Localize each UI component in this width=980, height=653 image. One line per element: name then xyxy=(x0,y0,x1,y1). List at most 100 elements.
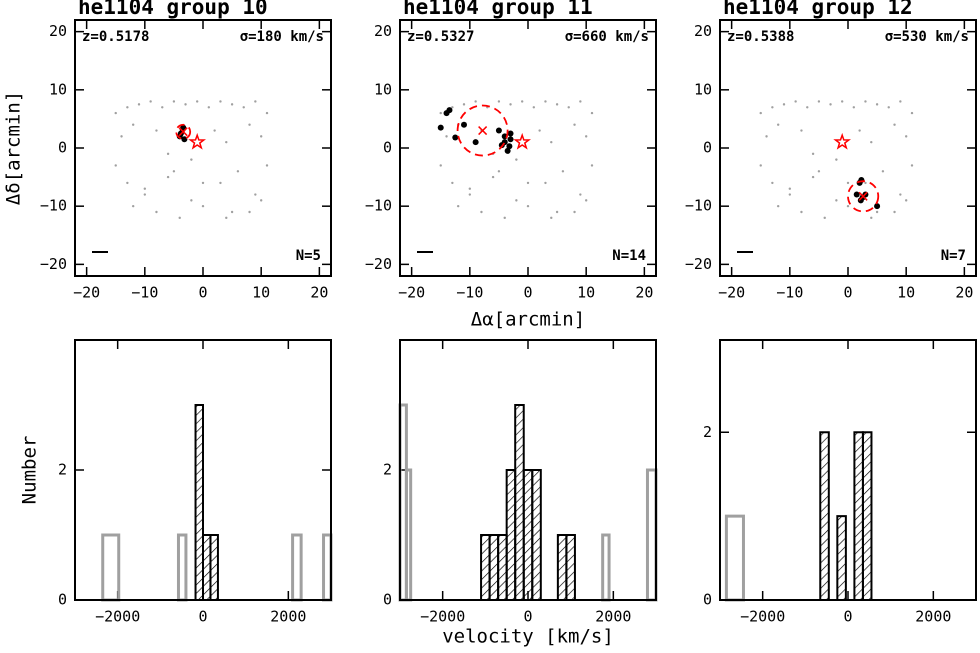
field-point xyxy=(875,103,879,106)
x-tick-label: −2000 xyxy=(740,608,785,626)
field-point xyxy=(114,164,117,167)
x-tick-label: −2000 xyxy=(95,608,140,626)
field-point xyxy=(561,170,565,173)
field-point xyxy=(806,106,809,109)
field-point xyxy=(875,210,879,214)
field-point xyxy=(515,158,518,161)
field-point xyxy=(439,164,442,167)
field-point xyxy=(456,204,460,208)
field-point xyxy=(893,123,896,126)
dispersion-label: σ=180 km/s xyxy=(240,29,324,45)
member-bar xyxy=(194,404,205,601)
count-label: N=14 xyxy=(612,248,646,264)
field-point xyxy=(225,140,228,144)
field-point xyxy=(567,106,570,109)
group-center xyxy=(178,127,188,137)
field-point xyxy=(155,129,158,132)
field-point xyxy=(573,210,576,214)
field-bar xyxy=(101,533,121,602)
x-tick-label: 0 xyxy=(523,284,532,302)
field-point xyxy=(184,103,187,106)
plot-frame xyxy=(399,339,657,601)
field-point xyxy=(219,181,222,185)
y-tick-label: −20 xyxy=(40,255,67,273)
field-point xyxy=(526,204,530,208)
field-point xyxy=(887,106,890,109)
field-point xyxy=(248,123,251,126)
field-point xyxy=(590,164,594,167)
field-bar xyxy=(322,533,333,602)
member-point xyxy=(507,130,514,137)
member-point xyxy=(504,147,511,154)
y-axis-label: Δδ[arcmin] xyxy=(3,91,25,205)
field-point xyxy=(201,181,205,185)
field-point xyxy=(782,103,786,106)
x-tick-label: −10 xyxy=(456,284,483,302)
y-tick-label: 2 xyxy=(58,461,67,479)
field-point xyxy=(893,210,896,214)
field-point xyxy=(858,129,861,132)
y-tick-label: −20 xyxy=(365,255,392,273)
field-point xyxy=(520,100,524,103)
field-point xyxy=(771,106,774,109)
plot-frame xyxy=(74,339,332,601)
field-point xyxy=(497,170,501,173)
member-bar xyxy=(488,534,500,601)
field-point xyxy=(201,204,205,208)
field-point xyxy=(759,111,762,115)
field-point xyxy=(904,199,908,202)
field-point xyxy=(242,106,245,109)
field-point xyxy=(131,123,135,126)
x-tick-label: 2000 xyxy=(270,608,306,626)
field-point xyxy=(195,100,199,103)
field-point xyxy=(172,100,176,103)
field-point xyxy=(451,106,454,109)
y-tick-label: 0 xyxy=(58,139,67,157)
field-point xyxy=(765,135,768,138)
field-point xyxy=(149,100,152,103)
field-point xyxy=(550,140,553,144)
field-point xyxy=(207,106,211,109)
field-point xyxy=(817,100,821,103)
y-tick-label: 0 xyxy=(58,591,67,609)
field-point xyxy=(265,111,269,115)
field-point xyxy=(178,216,181,220)
field-point xyxy=(445,135,448,138)
x-tick-label: 2000 xyxy=(595,608,631,626)
y-tick-label: 0 xyxy=(703,591,712,609)
count-label: N=7 xyxy=(941,248,966,264)
member-point xyxy=(452,134,459,141)
member-point xyxy=(461,121,467,128)
field-point xyxy=(474,100,477,103)
field-point xyxy=(166,175,170,179)
field-point xyxy=(532,106,536,109)
y-tick-label: −10 xyxy=(365,197,392,215)
y-tick-label: −20 xyxy=(685,255,712,273)
field-point xyxy=(497,100,501,103)
field-point xyxy=(515,199,518,202)
field-point xyxy=(788,187,792,190)
field-point xyxy=(759,164,762,167)
y-tick-label: 0 xyxy=(383,591,392,609)
x-tick-label: 20 xyxy=(955,284,973,302)
field-point xyxy=(579,193,582,196)
member-point xyxy=(507,136,514,143)
field-point xyxy=(509,103,512,106)
field-point xyxy=(788,193,792,196)
field-bar xyxy=(404,468,413,602)
field-point xyxy=(538,129,541,132)
member-point xyxy=(857,197,864,204)
field-point xyxy=(161,106,164,109)
x-tick-label: −20 xyxy=(73,284,100,302)
field-point xyxy=(236,170,240,173)
field-point xyxy=(544,100,547,103)
field-point xyxy=(114,111,117,115)
field-point xyxy=(899,193,902,196)
x-tick-label: −2000 xyxy=(420,608,465,626)
field-point xyxy=(137,103,141,106)
field-point xyxy=(550,216,553,220)
member-point xyxy=(495,127,502,134)
plot-frame xyxy=(719,339,977,601)
field-point xyxy=(910,164,914,167)
